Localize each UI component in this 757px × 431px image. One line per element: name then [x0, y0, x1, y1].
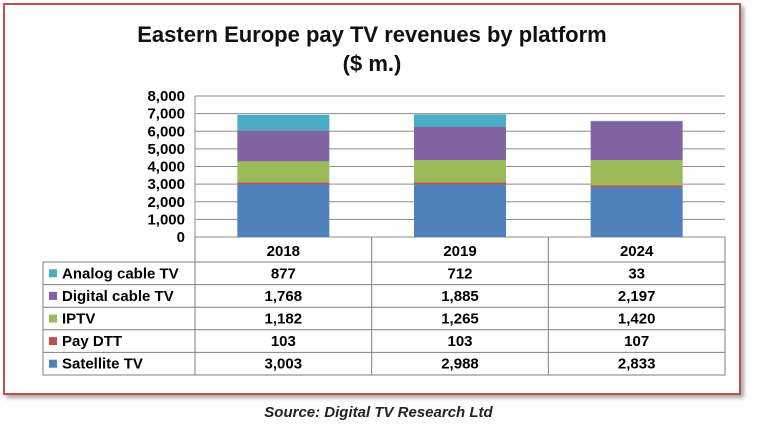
chart-subtitle: ($ m.) [343, 51, 402, 76]
bar-segment [590, 120, 683, 122]
legend-swatch [49, 291, 57, 300]
source-note: Source: Digital TV Research Ltd [264, 404, 493, 421]
chart-title: Eastern Europe pay TV revenues by platfo… [137, 22, 606, 47]
y-tick-label: 5,000 [147, 141, 185, 158]
series-name: IPTV [62, 311, 95, 328]
bar-segment [590, 160, 683, 186]
table-value: 1,420 [618, 311, 656, 328]
table-value: 2,833 [618, 356, 656, 373]
data-table: 2018 2019 2024 Analog cable TV 877 712 33 Digit… [42, 237, 726, 376]
table-value: 1,265 [441, 311, 479, 328]
table-value: 103 [271, 333, 296, 350]
y-tick-label: 1,000 [147, 211, 185, 228]
y-axis: 01,0002,0003,0004,0005,0006,0007,0008,00… [147, 88, 196, 246]
table-value: 1,182 [265, 311, 303, 328]
legend-swatch [49, 359, 57, 368]
bars-group [237, 114, 683, 237]
bar-segment [237, 114, 330, 131]
table-value: 107 [624, 333, 649, 350]
table-value: 712 [447, 265, 472, 282]
bar-segment [590, 121, 683, 161]
table-value: 3,003 [265, 356, 303, 373]
y-tick-label: 8,000 [147, 88, 185, 105]
y-tick-label: 3,000 [147, 176, 185, 193]
bar-segment [414, 114, 506, 128]
bar-segment [590, 185, 683, 188]
y-tick-label: 6,000 [147, 123, 185, 140]
chart-svg: Eastern Europe pay TV revenues by platfo… [42, 22, 726, 376]
chart-frame: Eastern Europe pay TV revenues by platfo… [3, 3, 741, 395]
bar-segment [414, 127, 506, 161]
legend-swatch [49, 269, 57, 278]
bar-segment [237, 184, 330, 237]
table-value: 33 [628, 265, 645, 282]
series-name: Analog cable TV [62, 265, 179, 282]
table-value: 1,885 [441, 288, 479, 305]
series-name: Digital cable TV [62, 288, 174, 305]
bar-segment [237, 161, 330, 183]
x-category-label: 2018 [267, 243, 300, 260]
y-tick-label: 2,000 [147, 194, 185, 211]
legend-swatch [49, 337, 57, 346]
table-value: 877 [271, 265, 296, 282]
x-category-label: 2019 [443, 243, 476, 260]
bar-segment [414, 182, 506, 185]
table-value: 2,988 [441, 356, 479, 373]
y-tick-label: 4,000 [147, 159, 185, 176]
bar-segment [414, 184, 506, 237]
bar-segment [237, 182, 330, 185]
y-tick-label: 7,000 [147, 106, 185, 123]
table-value: 1,768 [265, 288, 303, 305]
bar-segment [590, 187, 683, 237]
bar-segment [237, 130, 330, 162]
y-tick-label: 0 [177, 229, 185, 246]
legend-swatch [49, 314, 57, 323]
bar-segment [414, 160, 506, 183]
x-category-label: 2024 [620, 243, 654, 260]
series-name: Satellite TV [62, 356, 143, 373]
series-name: Pay DTT [62, 333, 122, 350]
table-value: 103 [447, 333, 472, 350]
table-value: 2,197 [618, 288, 656, 305]
